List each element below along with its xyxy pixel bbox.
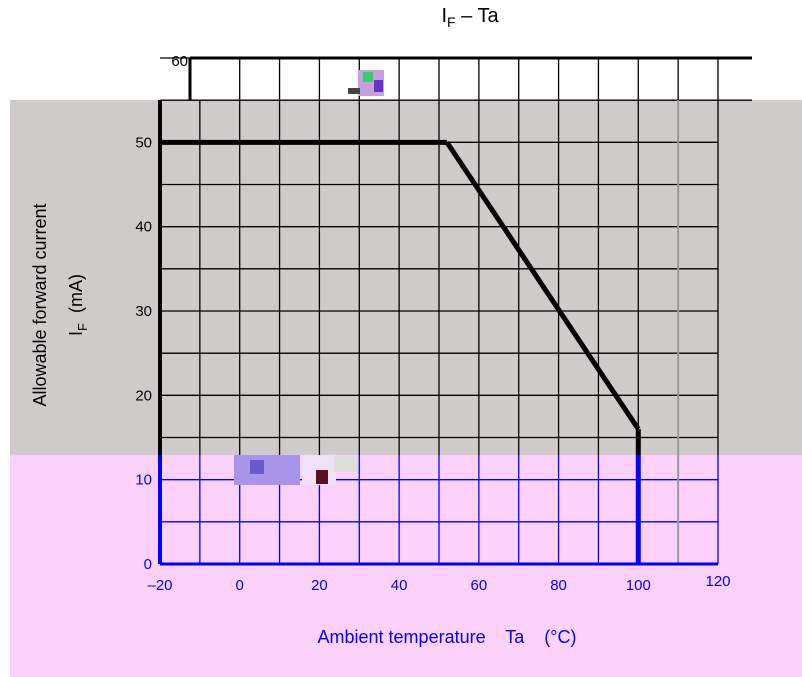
y-tick-label: 20: [135, 387, 152, 404]
y-axis-label-line1: Allowable forward current: [30, 203, 50, 406]
x-tick-label: 100: [626, 577, 651, 594]
x-tick-label: 80: [550, 577, 567, 594]
y-tick-label: 10: [135, 472, 152, 489]
y-tick-label: 0: [144, 556, 152, 573]
x-tick-label: –20: [147, 577, 172, 594]
x-axis-label: Ambient temperature Ta (°C): [318, 627, 577, 647]
x-tick-label: 60: [471, 577, 488, 594]
x-tick-label: 0: [236, 577, 244, 594]
top-white-strip: [190, 58, 752, 100]
gray-background-band: [10, 100, 802, 455]
x-tick-label: 40: [391, 577, 408, 594]
x-tick-label: 120: [705, 573, 730, 590]
chart-title: IF – Ta: [441, 5, 499, 30]
y-tick-label: 50: [135, 134, 152, 151]
y-tick-label: 60: [171, 53, 188, 70]
x-tick-label: 20: [311, 577, 328, 594]
y-tick-label: 30: [135, 303, 152, 320]
y-tick-label: 40: [135, 219, 152, 236]
